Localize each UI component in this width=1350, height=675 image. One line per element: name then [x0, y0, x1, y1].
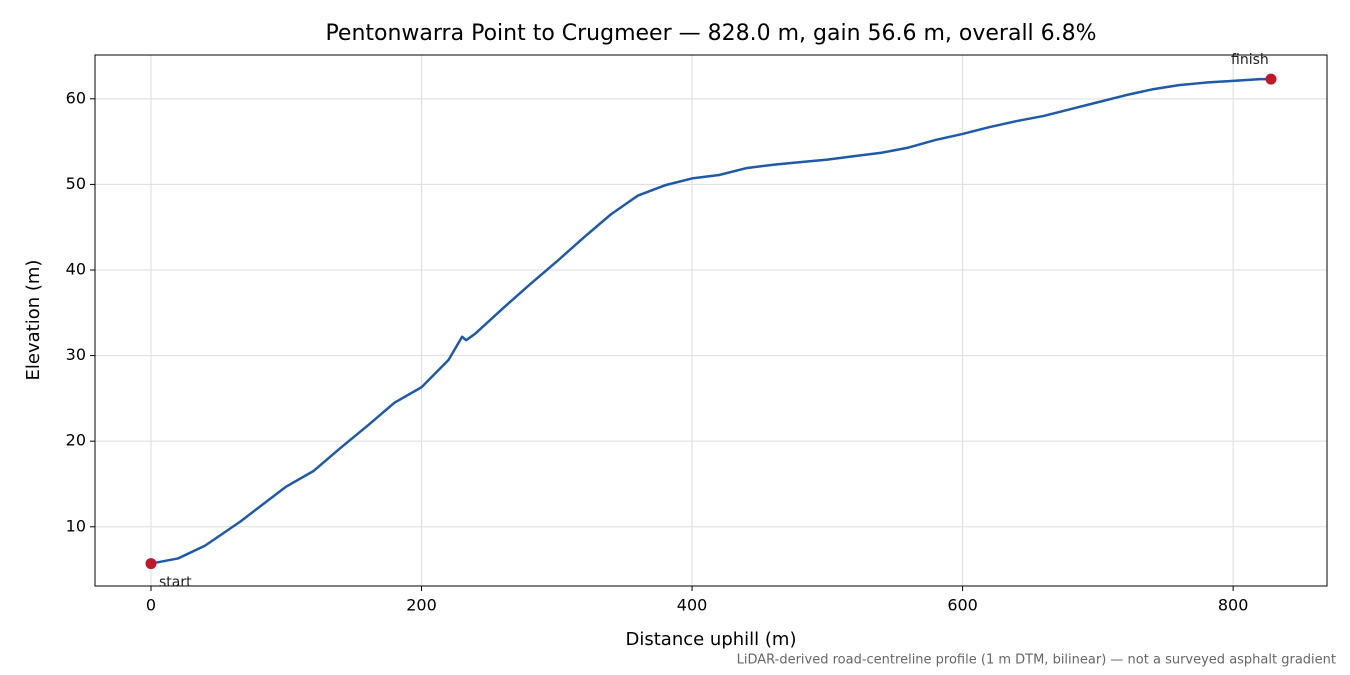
x-tick-label: 400 — [677, 596, 708, 615]
endpoint-label: start — [159, 575, 192, 591]
y-tick-label: 60 — [66, 88, 86, 107]
y-tick-label: 20 — [66, 431, 86, 450]
x-axis-label: Distance uphill (m) — [626, 629, 797, 650]
y-axis-label: Elevation (m) — [23, 260, 44, 381]
y-tick-label: 30 — [66, 345, 86, 364]
y-tick-label: 10 — [66, 516, 86, 535]
y-tick-label: 50 — [66, 174, 86, 193]
endpoint-label: finish — [1231, 52, 1269, 68]
endpoint-marker — [1265, 73, 1277, 85]
plot-frame — [94, 54, 1328, 587]
y-tick-label: 40 — [66, 260, 86, 279]
footnote: LiDAR-derived road-centreline profile (1… — [737, 653, 1336, 668]
elevation-line — [150, 77, 1271, 565]
endpoint-marker — [145, 558, 157, 570]
x-tick-label: 800 — [1218, 596, 1249, 615]
x-tick-label: 0 — [146, 596, 156, 615]
x-tick-label: 200 — [406, 596, 437, 615]
x-tick-label: 600 — [947, 596, 978, 615]
chart-title: Pentonwarra Point to Crugmeer — 828.0 m,… — [325, 21, 1096, 46]
